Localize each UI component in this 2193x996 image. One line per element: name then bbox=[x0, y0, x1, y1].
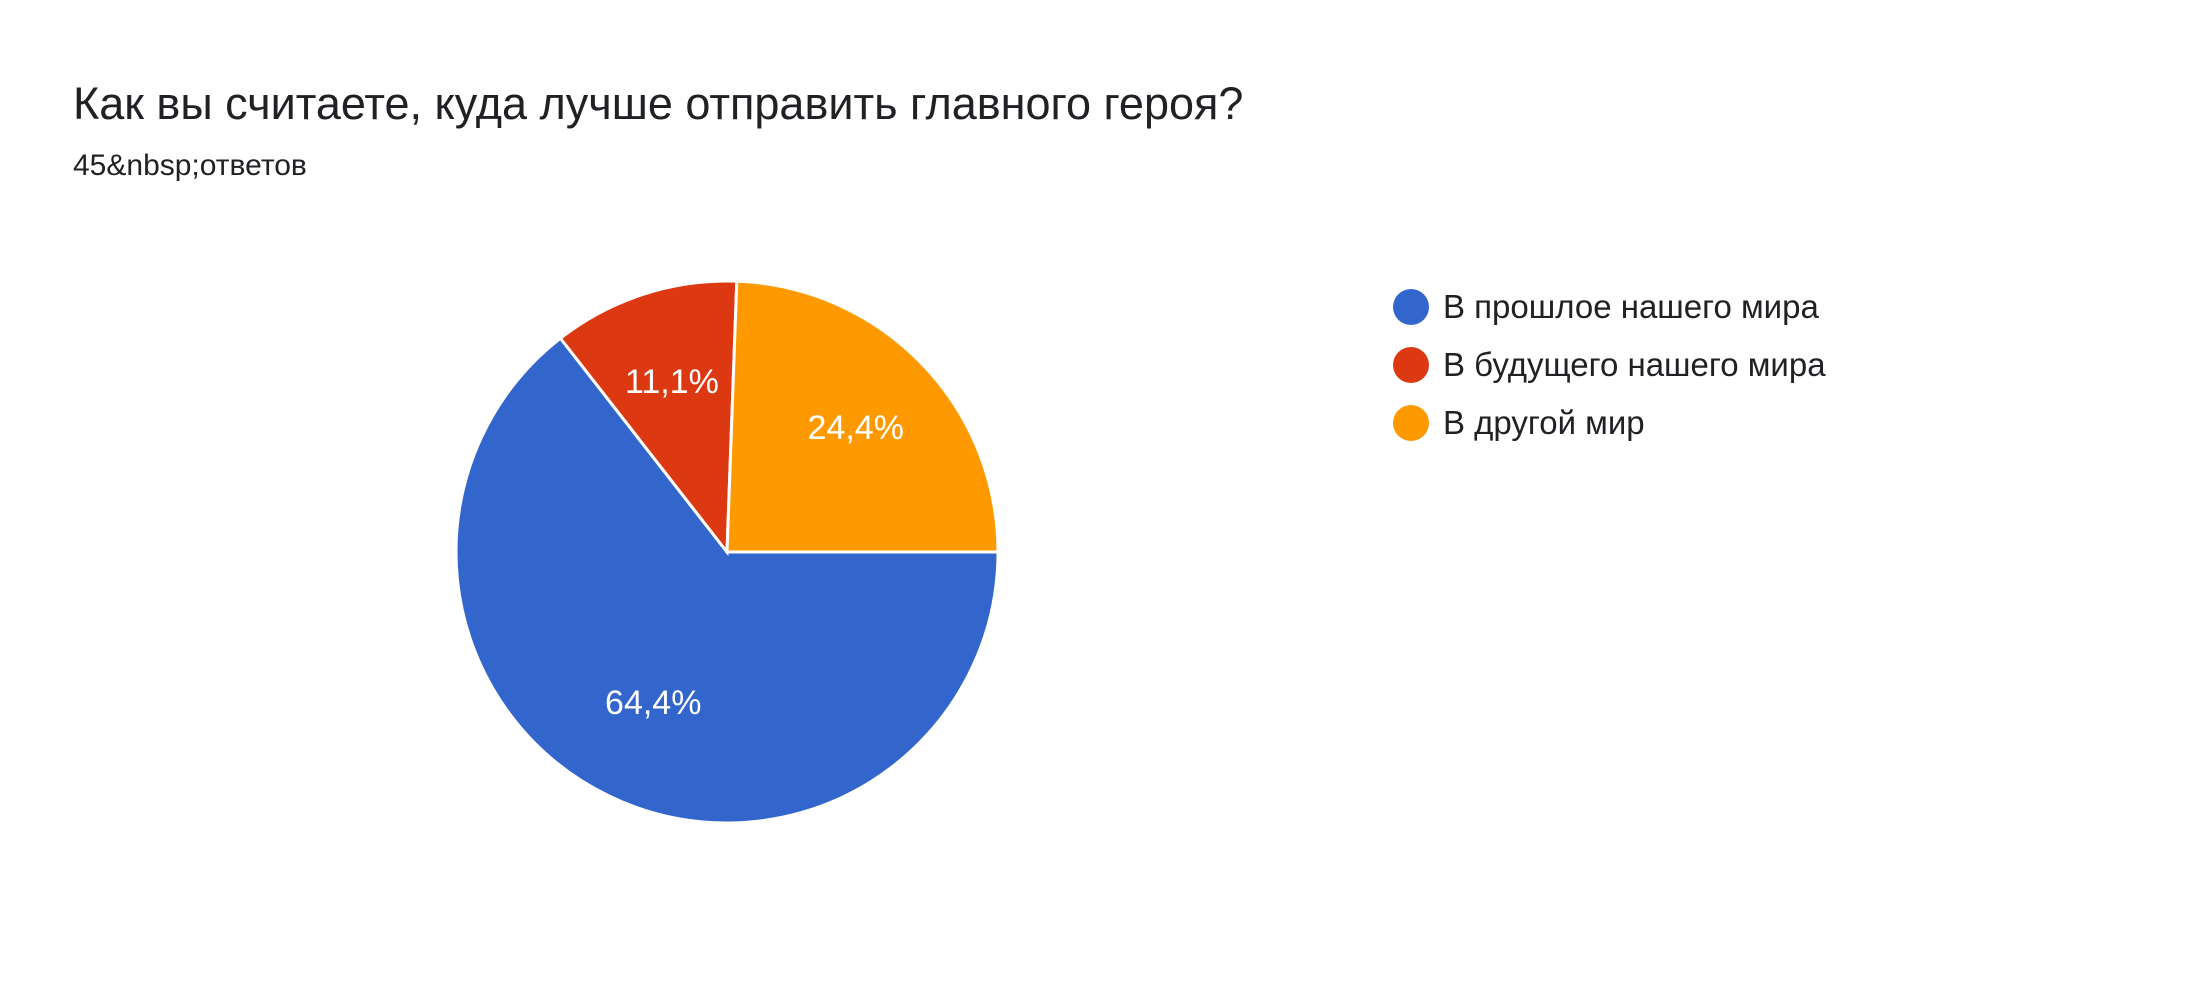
legend-item[interactable]: В другой мир bbox=[1393, 394, 1826, 452]
slice-percent-label: 11,1% bbox=[625, 363, 719, 401]
legend-item[interactable]: В прошлое нашего мира bbox=[1393, 278, 1826, 336]
legend-label: В прошлое нашего мира bbox=[1443, 288, 1819, 325]
chart-legend: В прошлое нашего мира В будущего нашего … bbox=[1393, 278, 1826, 452]
pie-slice[interactable] bbox=[454, 336, 1000, 825]
legend-item[interactable]: В будущего нашего мира bbox=[1393, 336, 1826, 394]
slice-percent-label: 64,4% bbox=[605, 684, 701, 722]
pie-slice[interactable] bbox=[558, 279, 739, 557]
legend-swatch bbox=[1393, 405, 1429, 441]
legend-swatch bbox=[1393, 289, 1429, 325]
chart-title: Как вы считаете, куда лучше отправить гл… bbox=[73, 78, 1244, 129]
response-count: 45&nbsp;ответов bbox=[73, 149, 307, 182]
legend-label: В будущего нашего мира bbox=[1443, 346, 1826, 383]
pie-slice[interactable] bbox=[725, 279, 1000, 554]
legend-swatch bbox=[1393, 347, 1429, 383]
legend-label: В другой мир bbox=[1443, 404, 1645, 441]
slice-percent-label: 24,4% bbox=[808, 409, 904, 447]
